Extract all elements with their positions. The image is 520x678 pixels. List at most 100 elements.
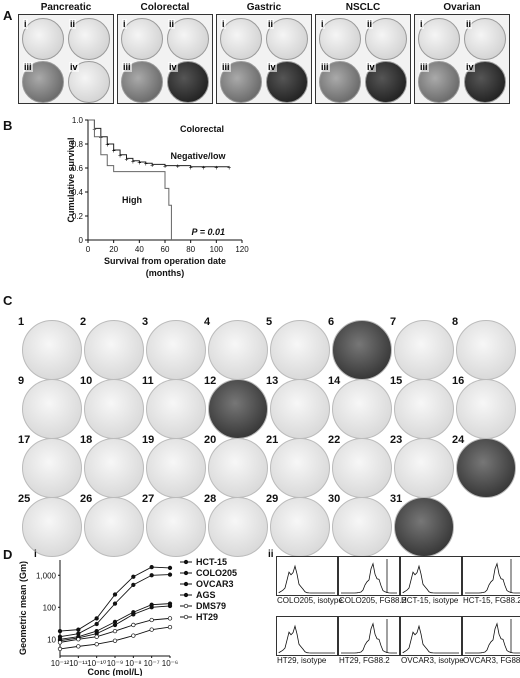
tma-box-gastric: Gastric i ii iii iv (216, 2, 312, 104)
tma-title: NSCLC (345, 2, 381, 13)
core-roman-label: iv (69, 62, 79, 72)
censor-mark: + (214, 165, 218, 172)
data-point (149, 617, 154, 623)
x-tick-label: 10⁻¹⁰ (87, 659, 106, 668)
legend-label: AGS (196, 590, 216, 600)
histogram-caption: HT29, FG88.2 (339, 656, 390, 665)
legend-label: OVCAR3 (196, 579, 234, 589)
tissue-core-image (146, 320, 206, 380)
tissue-core-image (332, 438, 392, 498)
tissue-number: 27 (142, 493, 155, 505)
data-point (131, 582, 136, 588)
flow-histogram (400, 616, 462, 656)
tissue-number: 4 (204, 316, 211, 328)
core-roman-label: i (221, 19, 226, 29)
data-point (112, 622, 118, 628)
data-point (131, 633, 136, 638)
tissue-core-image (84, 320, 144, 380)
tissue-number: 6 (328, 316, 335, 328)
tissue-core-image (22, 18, 64, 60)
data-point (112, 601, 118, 606)
tissue-number: 10 (80, 375, 93, 387)
tissue-core-image (208, 497, 268, 557)
x-tick-label: 10⁻¹¹ (69, 659, 88, 668)
tissue-number: 31 (390, 493, 403, 505)
data-point (167, 624, 173, 630)
core-roman-label: i (320, 19, 325, 29)
tma-box-nsclc: NSCLC i ii iii iv (315, 2, 411, 104)
tissue-number: 5 (266, 316, 273, 328)
censor-mark: + (144, 161, 148, 168)
core-roman-label: i (122, 19, 127, 29)
data-point (76, 627, 81, 632)
censor-mark: + (118, 153, 122, 160)
histogram-curve (278, 564, 335, 594)
legend-label: HT29 (196, 612, 218, 622)
tissue-core-image (84, 379, 144, 439)
tissue-core-image (270, 497, 330, 557)
series-line-high (88, 119, 172, 240)
flow-histogram (276, 616, 338, 656)
data-point (94, 642, 99, 647)
tissue-core-image (332, 379, 392, 439)
tissue-core-image (319, 18, 361, 60)
tissue-number: 30 (328, 493, 341, 505)
tma-box-ovarian: Ovarian i ii iii iv (414, 2, 510, 104)
tissue-number: 17 (18, 434, 31, 446)
core-roman-label: iii (221, 62, 231, 72)
tissue-core-image (394, 379, 454, 439)
x-tick-label: 10⁻⁸ (125, 659, 142, 668)
x-tick-label: 120 (235, 245, 249, 254)
tissue-number: 18 (80, 434, 93, 446)
core-roman-label: ii (69, 19, 77, 29)
histogram-curve (341, 622, 397, 654)
panel-d-ii-label: ii (268, 549, 274, 560)
tissue-number: 25 (18, 493, 31, 505)
data-point (149, 627, 154, 632)
core-roman-label: iv (168, 62, 178, 72)
censor-mark: + (124, 156, 128, 163)
flow-histogram (400, 556, 462, 596)
core-roman-label: i (419, 19, 424, 29)
censor-mark: + (189, 165, 193, 172)
tissue-number: 26 (80, 493, 93, 505)
panel-label-c: C (3, 293, 13, 308)
tissue-number: 20 (204, 434, 217, 446)
tma-title: Gastric (246, 2, 282, 13)
data-point (94, 616, 99, 621)
x-tick-label: 10⁻¹² (51, 659, 70, 668)
data-point (131, 574, 136, 579)
x-tick-label: 100 (210, 245, 224, 254)
kaplan-meier-chart: 0 20 40 60 80 100 120 0 0.2 0.4 0.6 0.8 1.0 Survival … (66, 116, 249, 278)
y-tick-label: 100 (43, 603, 57, 612)
core-roman-label: iv (366, 62, 376, 72)
censor-mark: + (131, 159, 135, 166)
panel-label-b: B (3, 118, 13, 133)
y-tick-label: 0.6 (72, 164, 84, 173)
censor-mark: + (201, 165, 205, 172)
tissue-core-image (270, 379, 330, 439)
data-point (112, 638, 118, 643)
tissue-core-image (146, 497, 206, 557)
series-line-negative-low (88, 119, 230, 168)
core-roman-label: iii (320, 62, 330, 72)
x-tick-label: 10⁻⁹ (107, 659, 124, 668)
tissue-core-image (146, 379, 206, 439)
data-point (167, 572, 173, 577)
tissue-core-image (394, 320, 454, 380)
histogram-curve (402, 624, 459, 654)
tissue-core-image (22, 438, 82, 498)
tissue-core-image (418, 18, 460, 60)
tissue-core-image (208, 320, 268, 380)
tma-title: Pancreatic (40, 2, 92, 13)
tma-title: Colorectal (140, 2, 190, 13)
tissue-core-image (456, 379, 516, 439)
legend-marker (183, 592, 189, 598)
x-tick-label: 20 (109, 245, 118, 254)
core-roman-label: iv (267, 62, 277, 72)
y-tick-label: 1,000 (36, 571, 57, 580)
tissue-core-image (121, 18, 163, 60)
data-point (167, 565, 173, 571)
tissue-core-image (270, 320, 330, 380)
flow-histogram (276, 556, 338, 596)
